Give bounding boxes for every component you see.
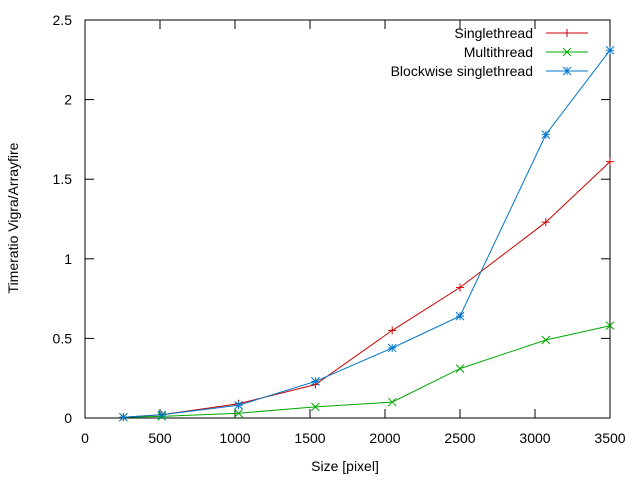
legend-entry: Singlethread (454, 25, 588, 41)
x-tick-label: 0 (81, 430, 89, 446)
ticks: 0 500 1000 1500 2000 2500 3000 3500 0 0.5 1 1.5 2 2.5 (53, 12, 626, 446)
x-tick-label: 2500 (444, 430, 475, 446)
series-line (123, 325, 611, 418)
data-point (455, 311, 465, 321)
x-tick-label: 1500 (294, 430, 325, 446)
y-tick-label: 2 (64, 92, 72, 108)
legend-label: Multithread (464, 44, 533, 60)
y-axis-label: Timeratio Vigra/Arrayfire (5, 142, 21, 293)
data-point (311, 377, 320, 386)
legend-label: Blockwise singlethread (391, 63, 533, 79)
data-point (119, 412, 128, 422)
series-line (123, 161, 611, 418)
legend-entry: Blockwise singlethread (391, 63, 588, 79)
legend-marker (562, 66, 572, 76)
data-point (388, 326, 397, 335)
data-point (456, 283, 464, 292)
data-point (455, 364, 465, 374)
axes (84, 19, 611, 419)
y-tick-label: 2.5 (53, 12, 73, 28)
y-tick-label: 1.5 (53, 171, 73, 187)
data-point (234, 408, 243, 418)
data-point (541, 130, 551, 139)
data-point (157, 410, 167, 420)
series-1 (119, 157, 614, 422)
x-tick-label: 2000 (369, 430, 400, 446)
series-3 (119, 45, 615, 422)
y-tick-label: 1 (64, 251, 72, 267)
x-tick-label: 3500 (594, 430, 625, 446)
x-tick-label: 1000 (219, 430, 250, 446)
legend-entry: Multithread (464, 44, 588, 60)
data-point (605, 321, 615, 331)
series (119, 45, 615, 422)
series-2 (119, 321, 615, 422)
data-point (387, 397, 397, 407)
legend-marker (563, 29, 571, 37)
y-tick-label: 0.5 (53, 330, 73, 346)
legend-marker (562, 47, 572, 57)
y-tick-label: 0 (64, 410, 72, 426)
plot-frame (84, 19, 611, 419)
series-line (123, 49, 611, 418)
data-point (606, 157, 614, 166)
data-point (234, 400, 243, 410)
x-tick-label: 3000 (519, 430, 550, 446)
data-point (605, 45, 615, 55)
data-point (387, 343, 397, 353)
data-point (311, 402, 320, 412)
data-point (541, 218, 550, 227)
legend: Singlethread Multithread Blockwise singlet… (391, 25, 588, 79)
x-tick-label: 500 (148, 430, 172, 446)
data-point (541, 335, 551, 345)
x-axis-label: Size [pixel] (311, 458, 379, 474)
legend-label: Singlethread (454, 25, 533, 41)
